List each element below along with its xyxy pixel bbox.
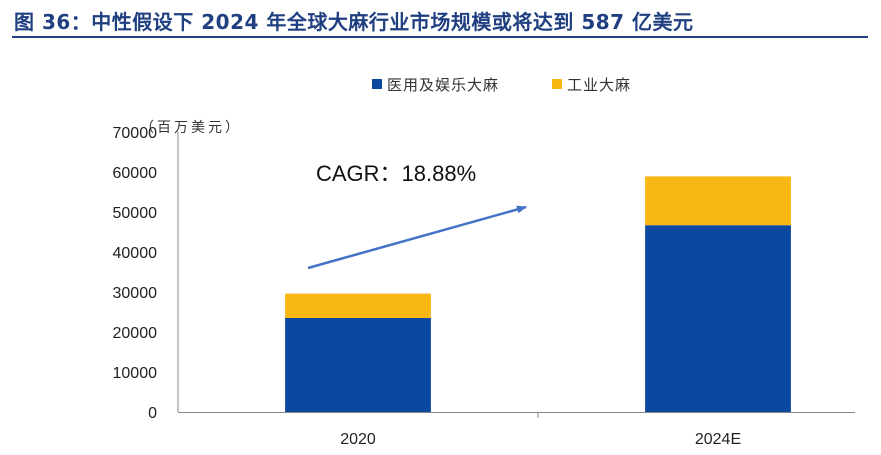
y-tick-label: 20000 <box>113 325 158 342</box>
y-tick-label: 50000 <box>113 205 158 222</box>
legend: 医用及娱乐大麻 工业大麻 <box>372 76 631 94</box>
y-tick-label: 60000 <box>113 165 158 182</box>
bar-segment-medical-2020 <box>285 318 431 412</box>
bar-segment-industrial-2020 <box>285 293 431 318</box>
y-tick-label: 0 <box>148 405 157 422</box>
legend-label-industrial: 工业大麻 <box>567 76 631 94</box>
y-tick-label: 30000 <box>113 285 158 302</box>
legend-label-medical: 医用及娱乐大麻 <box>387 76 499 94</box>
figure-title: 图 36：中性假设下 2024 年全球大麻行业市场规模或将达到 587 亿美元 <box>14 10 694 34</box>
y-tick-label: 40000 <box>113 245 158 262</box>
bars <box>285 176 791 412</box>
y-tick-label: 10000 <box>113 365 158 382</box>
legend-swatch-industrial <box>552 79 562 89</box>
y-axis-unit-label: （百万美元） <box>140 120 242 136</box>
bar-segment-medical-2024E <box>645 225 791 412</box>
x-tick-label: 2020 <box>340 431 376 448</box>
legend-swatch-medical <box>372 79 382 89</box>
y-tick-label: 70000 <box>113 125 158 142</box>
bar-segment-industrial-2024E <box>645 176 791 226</box>
growth-arrow <box>307 205 527 270</box>
cagr-annotation: CAGR：18.88% <box>316 161 476 186</box>
title-divider <box>12 36 868 38</box>
y-axis-tick-labels: 0 10000 20000 30000 40000 50000 60000 70000 <box>113 125 158 422</box>
x-tick-label: 2024E <box>695 431 741 448</box>
x-axis-tick-labels: 2020 2024E <box>340 431 741 448</box>
